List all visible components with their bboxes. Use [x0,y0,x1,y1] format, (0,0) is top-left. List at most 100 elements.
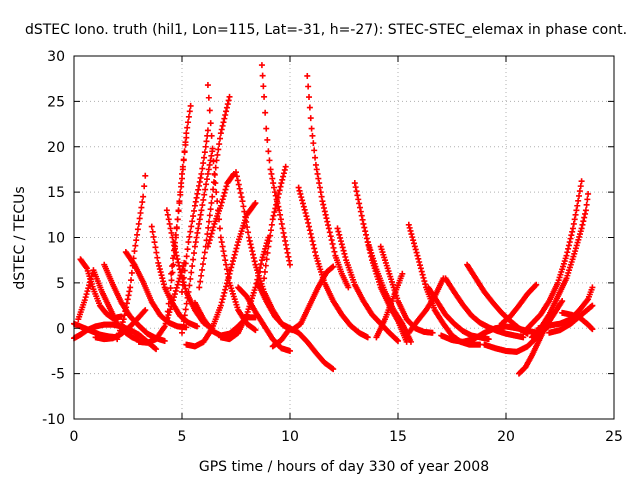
data-point [223,108,230,115]
data-point [214,198,221,205]
data-point [574,239,581,246]
data-point [408,231,415,238]
data-point [195,225,202,232]
data-point [355,196,362,203]
data-point [197,211,204,218]
data-point [223,280,230,287]
satellite-track [364,239,414,345]
data-point [178,183,185,190]
data-point [205,240,212,247]
data-point [207,233,214,240]
data-point [200,160,207,167]
data-point [203,176,210,183]
data-point [304,72,311,79]
data-point [532,282,539,289]
data-point [134,226,141,233]
data-point [223,283,230,290]
data-point [570,220,577,227]
data-point [264,136,271,143]
data-point [170,255,177,262]
data-point [196,182,203,189]
satellite-track [520,178,585,336]
data-point [259,254,266,261]
data-point [569,228,576,235]
data-point [429,329,436,336]
data-point [588,325,595,332]
data-point [221,252,228,259]
data-point [585,190,592,197]
x-tick-label: 15 [389,429,407,445]
satellite-track [258,62,293,268]
data-point [399,270,406,277]
data-point [356,204,363,211]
data-point [221,115,228,122]
data-point [568,232,575,239]
data-point [297,190,304,197]
data-point [265,243,272,250]
data-point [235,181,242,188]
data-point [271,189,278,196]
data-point [341,250,348,257]
data-point [238,194,245,201]
data-point [202,143,209,150]
data-point [131,248,138,255]
data-point [248,244,255,251]
data-point [219,243,226,250]
satellite-track [304,72,352,291]
data-point [140,193,147,200]
data-point [268,221,275,228]
data-point [361,224,368,231]
data-point [217,130,224,137]
data-point [565,242,572,249]
data-point [328,237,335,244]
data-point [274,198,281,205]
data-point [176,266,183,273]
data-point [139,199,146,206]
data-point [220,248,227,255]
data-point [307,115,314,122]
data-point [157,269,164,276]
data-point [177,269,184,276]
data-point [218,299,225,306]
data-point [316,180,323,187]
data-point [577,183,584,190]
data-point [151,239,158,246]
data-point [204,243,211,250]
data-point [311,147,318,154]
data-point [352,184,359,191]
data-point [195,186,202,193]
data-point [175,259,182,266]
data-point [422,281,429,288]
data-point [281,233,288,240]
data-point [364,334,371,341]
y-tick-label: 10 [47,231,65,247]
data-point [166,220,173,227]
data-point [229,261,236,268]
data-point [284,249,291,256]
data-point [575,236,582,243]
satellite-track [235,284,293,354]
data-point [170,297,177,304]
data-point [420,274,427,281]
data-point [325,225,332,232]
data-point [564,249,571,256]
satellite-track [204,82,259,334]
data-point [223,104,230,111]
data-point [174,256,181,263]
data-point [205,94,212,101]
data-point [233,173,240,180]
data-point [314,170,321,177]
data-point [251,258,258,265]
data-point [394,337,401,344]
data-point [219,296,226,303]
data-point [199,202,206,209]
data-point [277,211,284,218]
data-point [197,174,204,181]
data-point [322,211,329,218]
data-point [276,187,283,194]
data-point [84,288,91,295]
data-point [242,213,249,220]
data-point [224,101,231,108]
data-point [185,239,192,246]
data-point [189,263,196,270]
